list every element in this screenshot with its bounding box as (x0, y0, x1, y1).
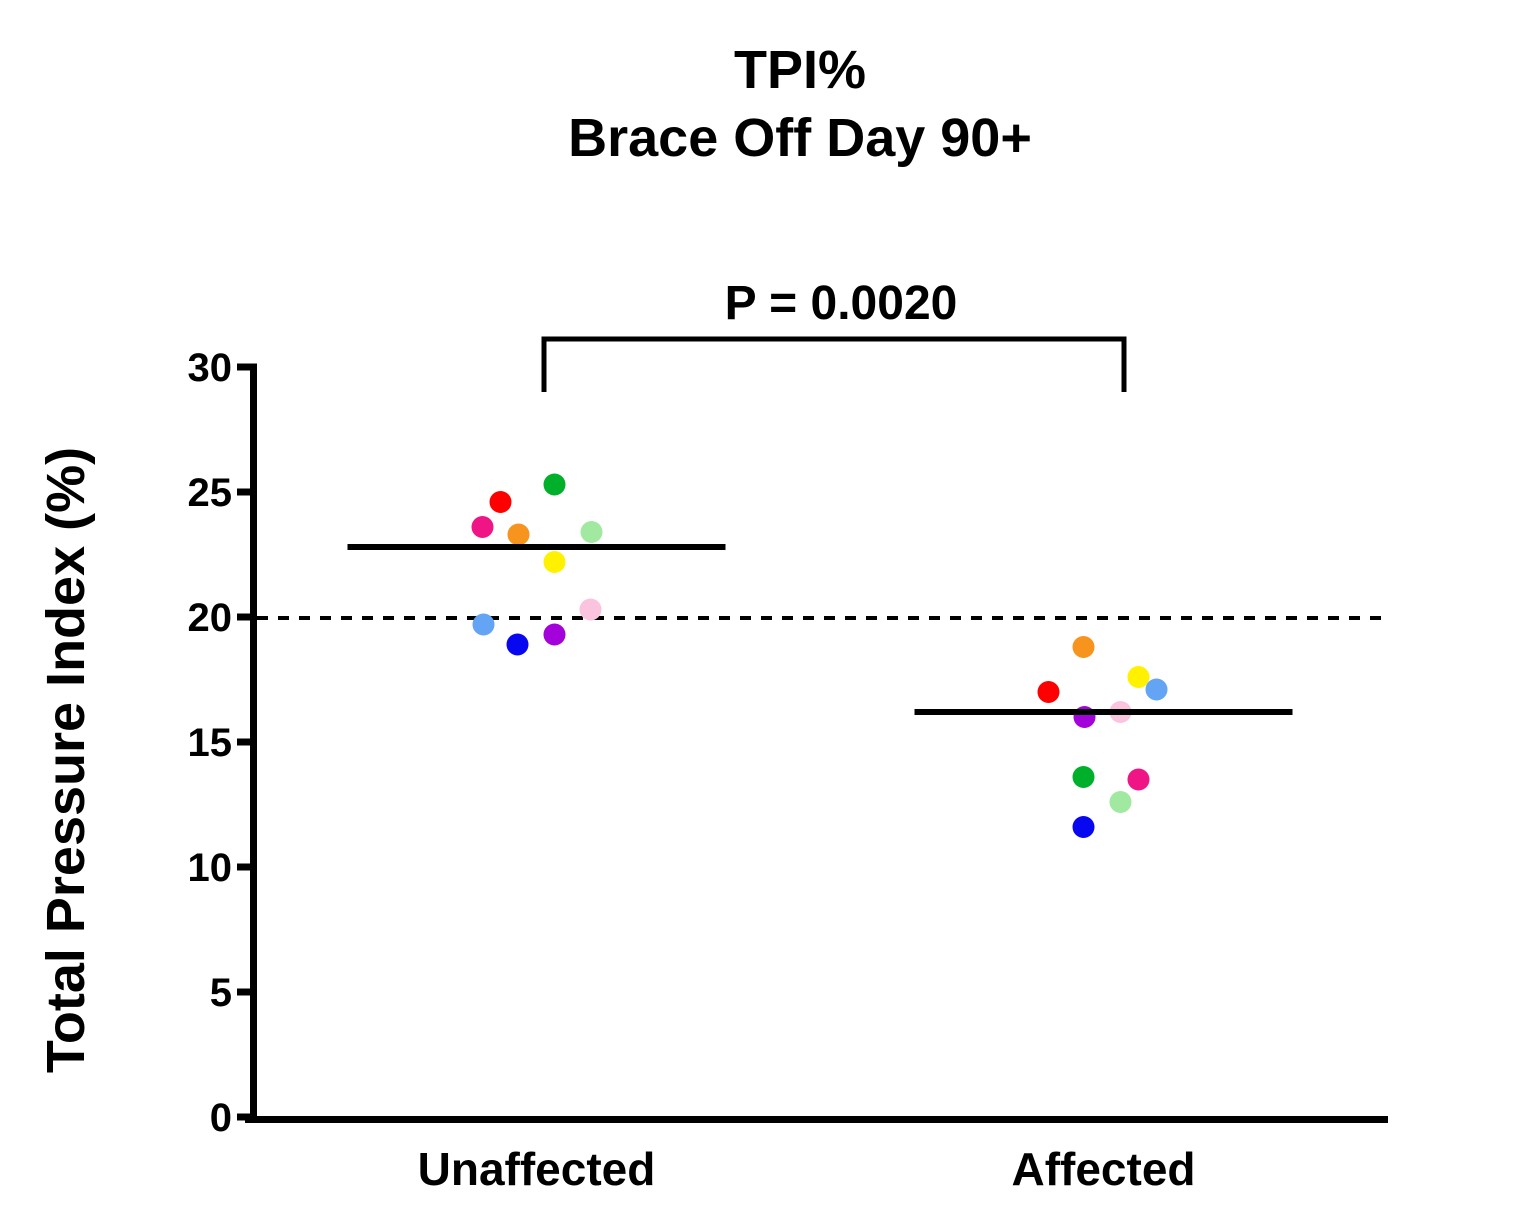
chart-title-line1: TPI% (733, 40, 867, 100)
p-value-label: P = 0.0020 (724, 277, 958, 330)
y-tick-label: 25 (188, 471, 233, 515)
data-point-blue-unaffected (506, 633, 529, 656)
data-point-purple-unaffected (543, 623, 566, 646)
data-point-light-green-affected (1109, 791, 1132, 813)
data-point-red-affected (1037, 681, 1060, 703)
data-point-cornflower-blue-affected (1145, 678, 1168, 701)
significance-bracket (541, 336, 1127, 392)
y-tick-label: 15 (188, 721, 233, 765)
data-point-magenta-unaffected (471, 516, 494, 538)
data-point-magenta-affected (1127, 768, 1150, 791)
data-point-yellow-unaffected (543, 551, 566, 573)
y-axis-title: Total Pressure Index (%) (36, 446, 96, 1074)
data-point-orange-unaffected (507, 523, 530, 546)
x-category-label-affected: Affected (1011, 1143, 1195, 1195)
y-tick-label: 5 (210, 971, 232, 1015)
data-point-orange-affected (1072, 636, 1095, 658)
y-tick-label: 10 (188, 846, 233, 890)
data-point-light-pink-unaffected (579, 598, 602, 621)
chart-title-line2: Brace Off Day 90+ (568, 108, 1032, 168)
data-point-cornflower-blue-unaffected (472, 613, 495, 636)
data-point-yellow-affected (1127, 666, 1150, 688)
y-tick-label: 30 (188, 346, 233, 390)
x-category-label-unaffected: Unaffected (418, 1143, 656, 1195)
data-point-blue-affected (1072, 816, 1095, 838)
data-point-green-affected (1072, 766, 1095, 788)
y-tick-label: 20 (188, 596, 233, 640)
data-point-green-unaffected (543, 473, 566, 496)
y-tick-label: 0 (210, 1096, 232, 1140)
data-point-red-unaffected (489, 491, 512, 513)
data-point-light-green-unaffected (580, 521, 603, 543)
chart-title: TPI% Brace Off Day 90+ (568, 36, 1032, 172)
